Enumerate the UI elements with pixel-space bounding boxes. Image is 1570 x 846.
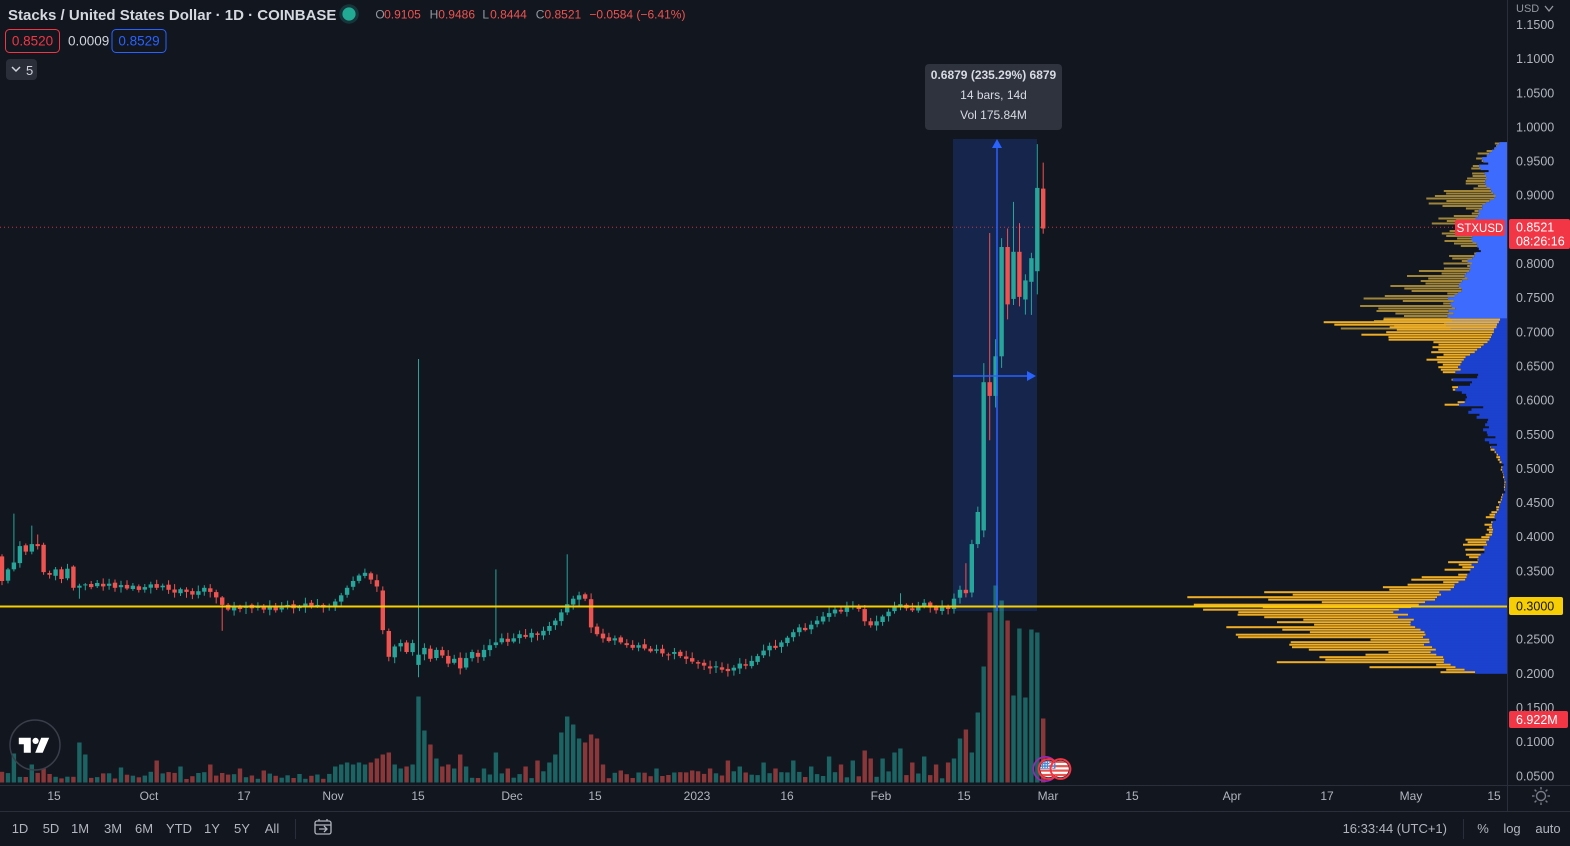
svg-text:1M: 1M bbox=[71, 821, 89, 836]
svg-text:0.8520: 0.8520 bbox=[12, 34, 53, 49]
svg-text:5: 5 bbox=[26, 63, 33, 78]
svg-text:0.2500: 0.2500 bbox=[1516, 633, 1554, 647]
svg-text:1.0000: 1.0000 bbox=[1516, 120, 1554, 134]
svg-text:0.5500: 0.5500 bbox=[1516, 428, 1554, 442]
svg-text:0.1000: 0.1000 bbox=[1516, 735, 1554, 749]
svg-text:Stacks / United States Dollar: Stacks / United States Dollar · 1D · COI… bbox=[8, 7, 336, 24]
svg-text:USD: USD bbox=[1516, 3, 1539, 15]
svg-text:STXUSD: STXUSD bbox=[1457, 223, 1504, 235]
svg-text:0.9000: 0.9000 bbox=[1516, 189, 1554, 203]
svg-text:Oct: Oct bbox=[140, 789, 159, 803]
svg-text:1.0500: 1.0500 bbox=[1516, 86, 1554, 100]
svg-text:0.6000: 0.6000 bbox=[1516, 394, 1554, 408]
svg-text:auto: auto bbox=[1535, 821, 1560, 836]
svg-text:0.7000: 0.7000 bbox=[1516, 325, 1554, 339]
svg-text:0.2000: 0.2000 bbox=[1516, 667, 1554, 681]
svg-text:Nov: Nov bbox=[322, 789, 343, 803]
svg-text:0.8444: 0.8444 bbox=[490, 8, 527, 22]
svg-text:14 bars, 14d: 14 bars, 14d bbox=[960, 88, 1027, 102]
svg-text:1D: 1D bbox=[12, 821, 29, 836]
svg-text:−0.0584 (−6.41%): −0.0584 (−6.41%) bbox=[589, 8, 685, 22]
svg-text:0.8000: 0.8000 bbox=[1516, 257, 1554, 271]
svg-text:0.3500: 0.3500 bbox=[1516, 564, 1554, 578]
svg-text:6.922M: 6.922M bbox=[1516, 713, 1558, 727]
svg-text:17: 17 bbox=[237, 789, 251, 803]
svg-text:C: C bbox=[536, 8, 545, 22]
svg-text:L: L bbox=[482, 8, 489, 22]
svg-text:15: 15 bbox=[957, 789, 971, 803]
svg-text:0.0500: 0.0500 bbox=[1516, 769, 1554, 783]
svg-text:0.9500: 0.9500 bbox=[1516, 155, 1554, 169]
svg-text:1.1000: 1.1000 bbox=[1516, 52, 1554, 66]
svg-text:5Y: 5Y bbox=[234, 821, 250, 836]
svg-text:May: May bbox=[1400, 789, 1423, 803]
svg-text:16: 16 bbox=[780, 789, 794, 803]
svg-text:3M: 3M bbox=[104, 821, 122, 836]
svg-text:Apr: Apr bbox=[1223, 789, 1242, 803]
svg-text:Mar: Mar bbox=[1038, 789, 1059, 803]
svg-text:2023: 2023 bbox=[684, 789, 711, 803]
svg-text:15: 15 bbox=[588, 789, 602, 803]
svg-text:0.7500: 0.7500 bbox=[1516, 291, 1554, 305]
svg-text:15: 15 bbox=[47, 789, 61, 803]
svg-text:0.9105: 0.9105 bbox=[384, 8, 421, 22]
svg-text:15: 15 bbox=[1487, 789, 1501, 803]
svg-text:0.4000: 0.4000 bbox=[1516, 530, 1554, 544]
svg-text:16:33:44 (UTC+1): 16:33:44 (UTC+1) bbox=[1343, 821, 1447, 836]
svg-text:1Y: 1Y bbox=[204, 821, 220, 836]
svg-text:0.8521: 0.8521 bbox=[545, 8, 582, 22]
svg-text:All: All bbox=[265, 821, 280, 836]
svg-text:0.0009: 0.0009 bbox=[68, 34, 109, 49]
svg-text:6M: 6M bbox=[135, 821, 153, 836]
svg-text:log: log bbox=[1503, 821, 1520, 836]
svg-text:0.8529: 0.8529 bbox=[118, 34, 159, 49]
svg-text:Dec: Dec bbox=[501, 789, 522, 803]
svg-text:0.6879 (235.29%) 6879: 0.6879 (235.29%) 6879 bbox=[931, 68, 1057, 82]
svg-text:08:26:16: 08:26:16 bbox=[1516, 235, 1565, 249]
svg-text:0.4500: 0.4500 bbox=[1516, 496, 1554, 510]
svg-text:%: % bbox=[1477, 821, 1489, 836]
svg-text:17: 17 bbox=[1320, 789, 1334, 803]
svg-text:0.9486: 0.9486 bbox=[438, 8, 475, 22]
svg-text:0.3000: 0.3000 bbox=[1516, 600, 1554, 614]
svg-text:15: 15 bbox=[411, 789, 425, 803]
svg-text:Vol 175.84M: Vol 175.84M bbox=[960, 108, 1027, 122]
svg-text:0.6500: 0.6500 bbox=[1516, 360, 1554, 374]
svg-text:O: O bbox=[375, 8, 384, 22]
svg-text:5D: 5D bbox=[43, 821, 60, 836]
svg-text:1.1500: 1.1500 bbox=[1516, 18, 1554, 32]
svg-text:H: H bbox=[430, 8, 439, 22]
svg-text:0.8521: 0.8521 bbox=[1516, 221, 1554, 235]
svg-text:YTD: YTD bbox=[166, 821, 192, 836]
svg-text:Feb: Feb bbox=[871, 789, 892, 803]
svg-text:15: 15 bbox=[1125, 789, 1139, 803]
svg-text:0.5000: 0.5000 bbox=[1516, 462, 1554, 476]
